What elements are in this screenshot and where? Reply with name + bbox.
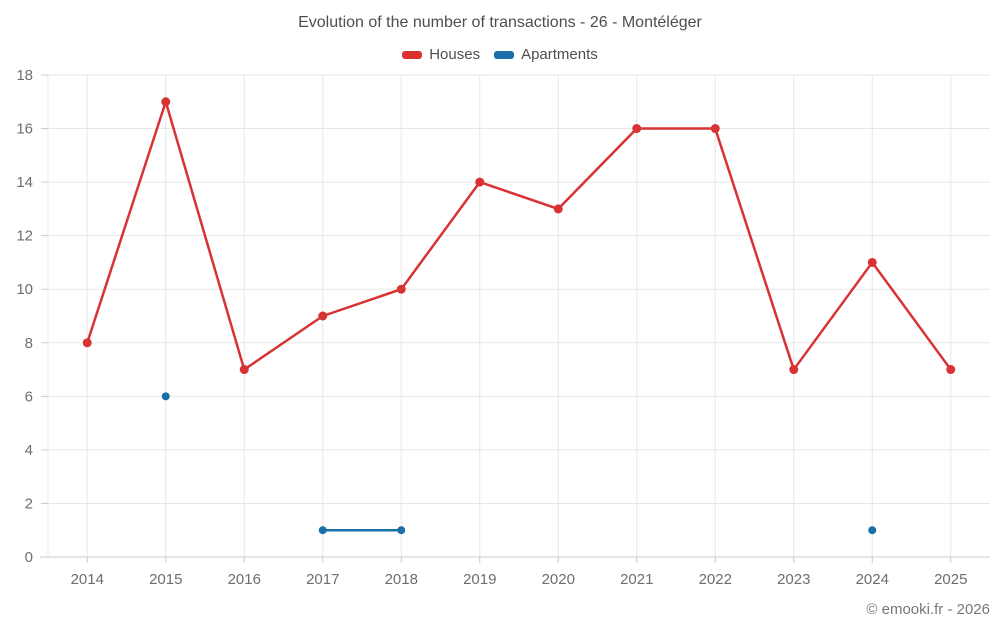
legend-item-houses[interactable]: Houses — [402, 46, 480, 63]
x-axis-label: 2025 — [934, 571, 967, 588]
data-point-apartments-2018[interactable] — [397, 526, 406, 535]
data-point-houses-2024[interactable] — [867, 257, 877, 267]
y-axis-label: 4 — [25, 442, 33, 459]
data-point-houses-2015[interactable] — [161, 97, 171, 107]
data-point-houses-2014[interactable] — [82, 338, 92, 348]
data-point-apartments-2015[interactable] — [161, 392, 170, 401]
x-axis-label: 2024 — [856, 571, 889, 588]
legend-item-label: Houses — [429, 46, 481, 63]
x-axis-label: 2016 — [228, 571, 261, 588]
x-axis-label: 2019 — [463, 571, 496, 588]
data-point-houses-2025[interactable] — [946, 365, 956, 375]
data-point-houses-2017[interactable] — [318, 311, 328, 321]
data-point-houses-2022[interactable] — [710, 124, 720, 134]
legend-item-apartments[interactable]: Apartments — [494, 46, 598, 63]
y-axis-label: 18 — [16, 67, 33, 84]
data-point-houses-2019[interactable] — [475, 177, 485, 187]
apartments-legend-swatch-icon — [494, 50, 515, 59]
y-axis-label: 8 — [25, 335, 33, 352]
y-axis-label: 6 — [25, 388, 33, 405]
data-point-apartments-2017[interactable] — [318, 526, 327, 535]
x-axis-label: 2021 — [620, 571, 653, 588]
chart-footer-credit: © emooki.fr - 2026 — [866, 601, 990, 618]
legend-item-label: Apartments — [521, 46, 598, 63]
y-axis-label: 10 — [16, 281, 33, 298]
y-axis-label: 2 — [25, 495, 33, 512]
data-point-houses-2021[interactable] — [632, 124, 642, 134]
data-point-houses-2020[interactable] — [553, 204, 563, 214]
y-axis-label: 0 — [25, 549, 33, 566]
data-point-houses-2016[interactable] — [239, 365, 249, 375]
y-axis-label: 16 — [16, 121, 33, 138]
x-axis-label: 2020 — [542, 571, 575, 588]
data-point-houses-2018[interactable] — [396, 284, 406, 294]
houses-legend-swatch-icon — [402, 50, 423, 59]
series-line-houses — [86, 100, 952, 371]
chart-title: Evolution of the number of transactions … — [298, 14, 702, 31]
x-axis-label: 2017 — [306, 571, 339, 588]
x-axis-label: 2015 — [149, 571, 182, 588]
x-axis-label: 2023 — [777, 571, 810, 588]
data-point-apartments-2024[interactable] — [868, 526, 877, 535]
legend: Houses Apartments — [0, 46, 1000, 63]
x-axis-label: 2014 — [71, 571, 104, 588]
data-point-houses-2023[interactable] — [789, 365, 799, 375]
x-axis-label: 2018 — [385, 571, 418, 588]
y-axis-label: 14 — [16, 174, 33, 191]
y-axis-label: 12 — [16, 228, 33, 245]
x-axis-label: 2022 — [699, 571, 732, 588]
